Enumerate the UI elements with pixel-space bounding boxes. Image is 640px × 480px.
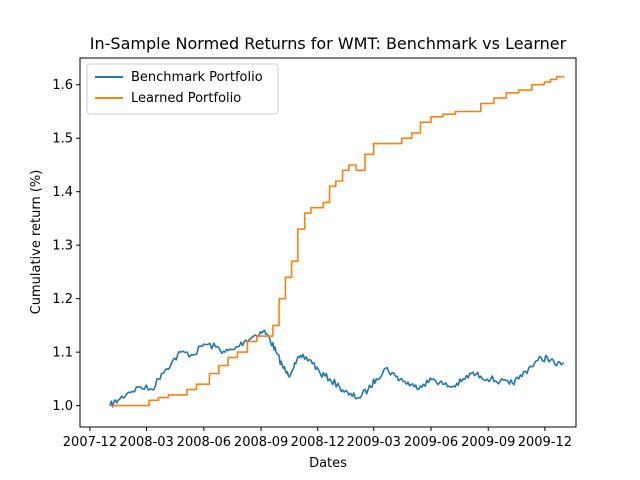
legend-label-benchmark: Benchmark Portfolio: [131, 70, 263, 85]
y-tick-label: 1.2: [52, 292, 73, 307]
x-tick-label: 2007-12: [63, 435, 117, 450]
x-tick-label: 2008-06: [177, 435, 231, 450]
legend: Benchmark Portfolio Learned Portfolio: [86, 63, 279, 115]
y-axis-label: Cumulative return (%): [29, 170, 44, 315]
plot-layer: [109, 75, 565, 408]
x-tick-label: 2009-06: [404, 435, 458, 450]
series-line-learned: [109, 75, 565, 407]
x-tick-label: 2008-12: [291, 435, 345, 450]
y-axis: 1.0 1.1 1.2 1.3 1.4 1.5 1.6: [52, 78, 80, 414]
x-tick-label: 2008-03: [119, 435, 173, 450]
plot-frame: [79, 57, 577, 428]
x-tick-label: 2009-12: [518, 435, 572, 450]
x-tick-label: 2009-03: [347, 435, 401, 450]
x-axis: 2007-12 2008-03 2008-06 2008-09 2008-12 2009-…: [63, 427, 572, 450]
y-tick-label: 1.5: [52, 132, 73, 147]
y-tick-label: 1.4: [52, 185, 73, 200]
series-line-benchmark: [109, 329, 565, 408]
legend-box: [86, 63, 279, 115]
x-tick-label: 2009-09: [461, 435, 515, 450]
x-axis-label: Dates: [309, 456, 347, 471]
y-tick-label: 1.1: [52, 346, 73, 361]
legend-label-learned: Learned Portfolio: [131, 91, 241, 106]
x-tick-label: 2008-09: [234, 435, 288, 450]
chart-title: In-Sample Normed Returns for WMT: Benchm…: [90, 34, 567, 53]
y-tick-label: 1.0: [52, 399, 73, 414]
y-tick-label: 1.6: [52, 78, 73, 93]
y-tick-label: 1.3: [52, 239, 73, 254]
